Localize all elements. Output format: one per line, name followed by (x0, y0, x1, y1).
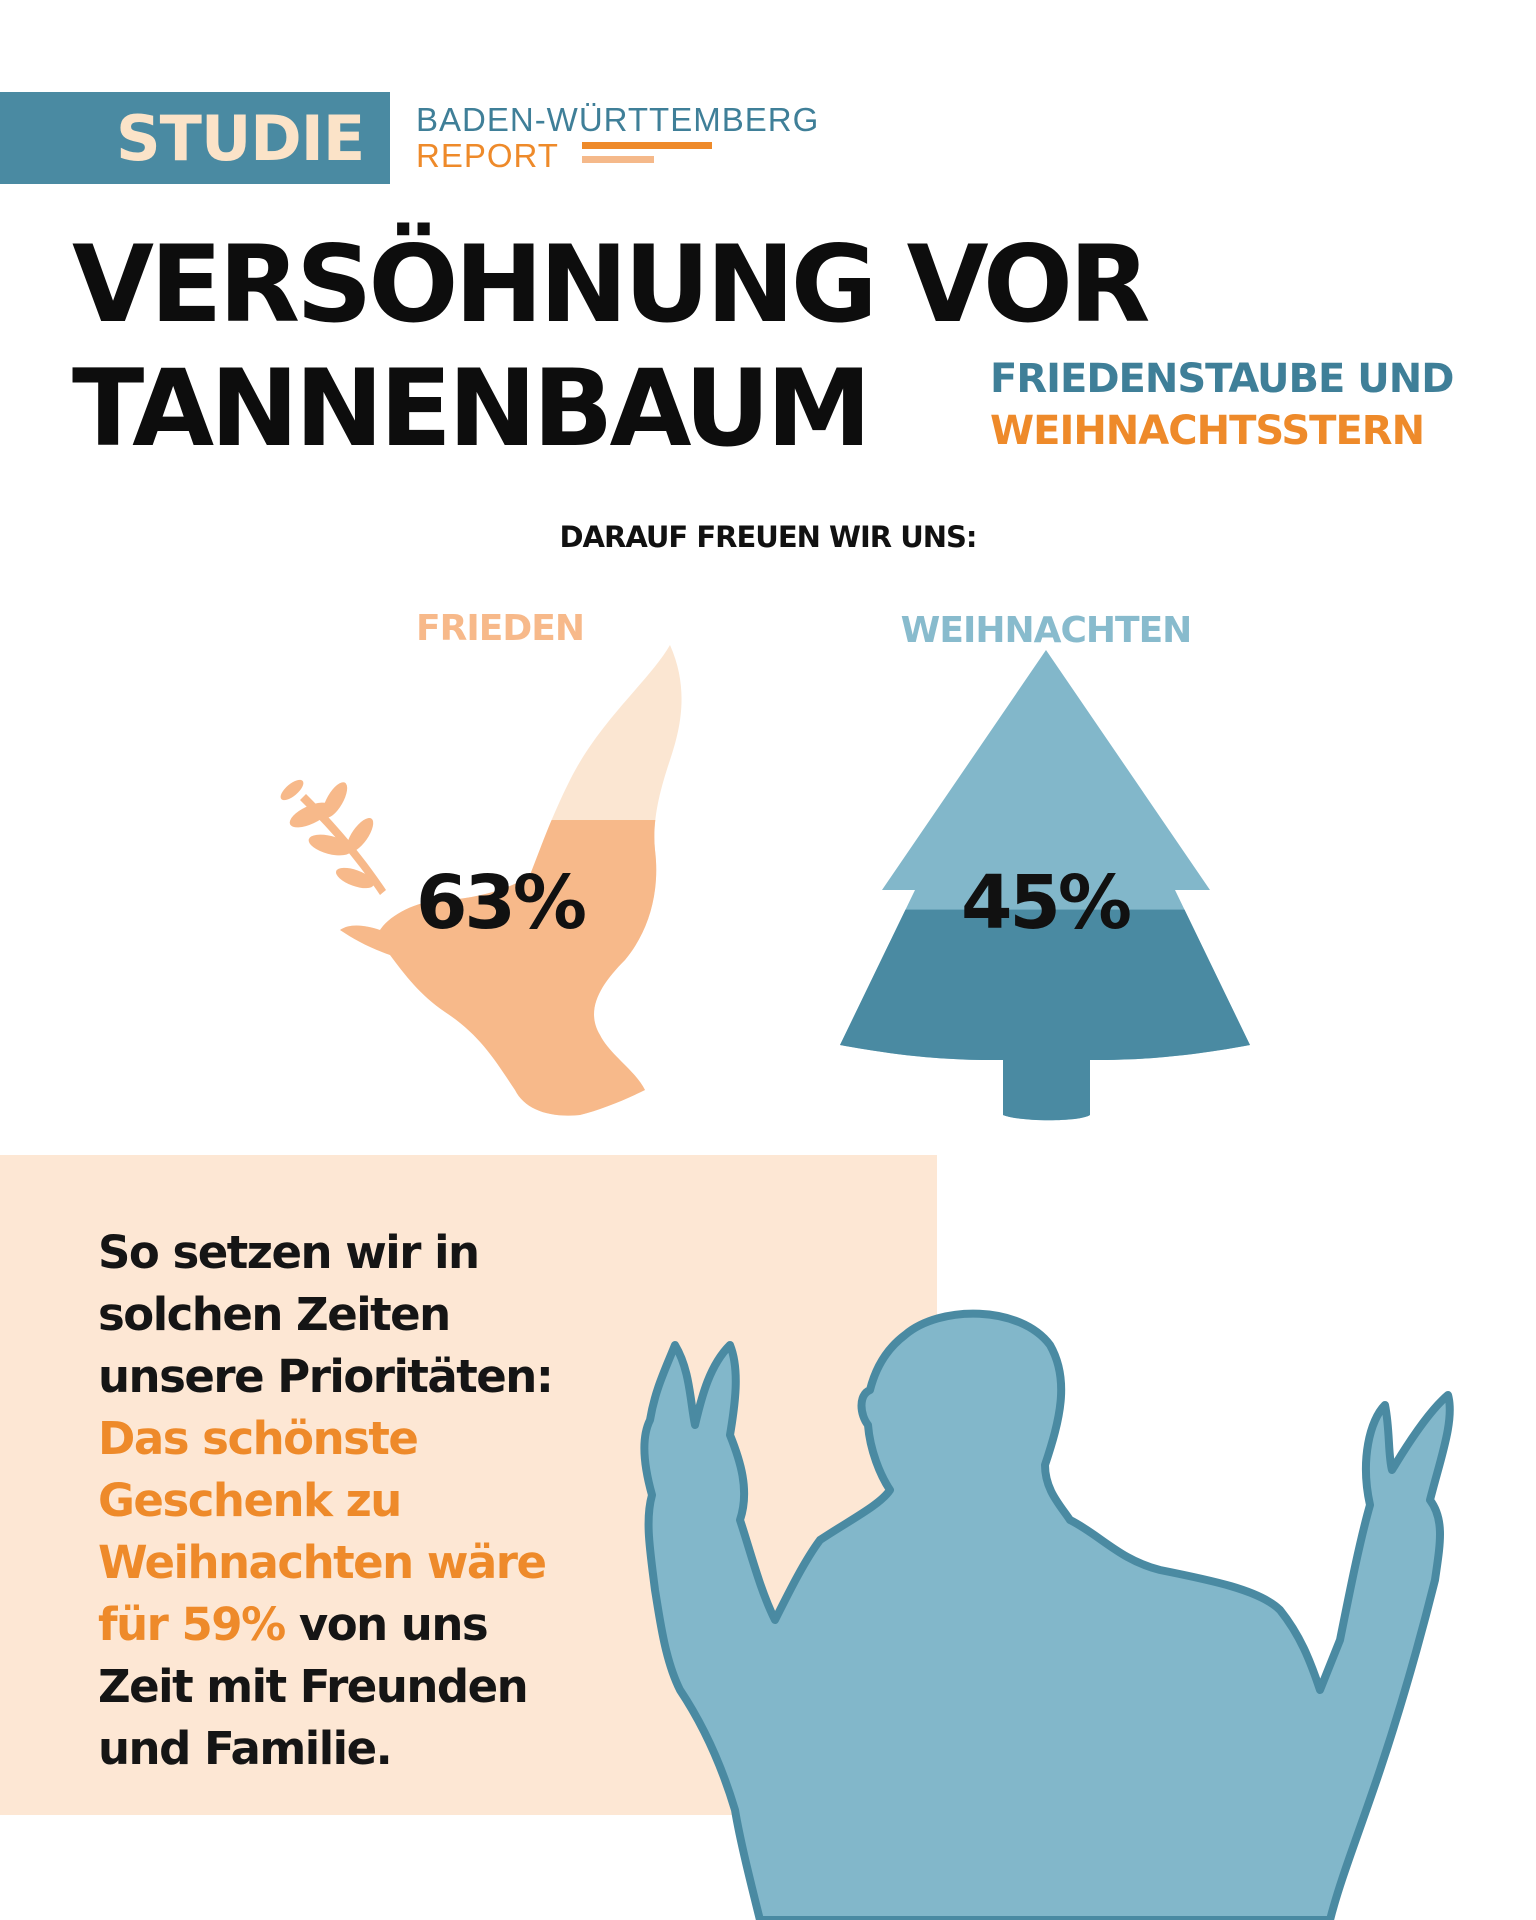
dove-icon (280, 645, 682, 1116)
person-silhouette-icon (640, 1309, 1454, 1920)
box-percent-highlight: für 59% (98, 1598, 286, 1651)
box-line-rest: von uns (284, 1598, 489, 1651)
headline-line1: VERSÖHNUNG VOR (72, 223, 1151, 346)
section-heading: DARAUF FREUEN WIR UNS: (559, 520, 977, 554)
subtitle-line2: WEIHNACHTSSTERN (990, 408, 1425, 454)
weihnachten-label: WEIHNACHTEN (900, 610, 1193, 651)
report-name-line2: REPORT (416, 137, 559, 174)
box-line: So setzen wir in (98, 1226, 480, 1279)
box-line: Zeit mit Freunden (98, 1660, 529, 1713)
subtitle-line1: FRIEDENSTAUBE UND (990, 356, 1454, 402)
weihnachten-percent: 45% (960, 860, 1132, 946)
box-line-mixed: für 59% von uns (98, 1594, 658, 1656)
box-line-highlight: Das schönste (98, 1412, 419, 1465)
studie-label: STUDIE (116, 102, 365, 175)
frieden-percent: 63% (415, 860, 587, 946)
box-line: und Familie. (98, 1722, 393, 1775)
olive-branch (280, 779, 386, 895)
box-line: solchen Zeiten (98, 1288, 451, 1341)
report-name-line1: BADEN-WÜRTTEMBERG (416, 101, 820, 138)
priorities-text: So setzen wir in solchen Zeiten unsere P… (98, 1222, 658, 1780)
studie-badge (0, 92, 390, 184)
tree-icon (840, 650, 1250, 1121)
frieden-label: FRIEDEN (416, 608, 585, 649)
report-accent-bar-short (582, 156, 654, 163)
headline-line2: TANNENBAUM (72, 347, 872, 470)
box-line: unsere Prioritäten: (98, 1350, 554, 1403)
box-line-highlight: Geschenk zu (98, 1474, 402, 1527)
report-accent-bar (582, 142, 712, 149)
box-line-highlight: Weihnachten wäre (98, 1536, 547, 1589)
